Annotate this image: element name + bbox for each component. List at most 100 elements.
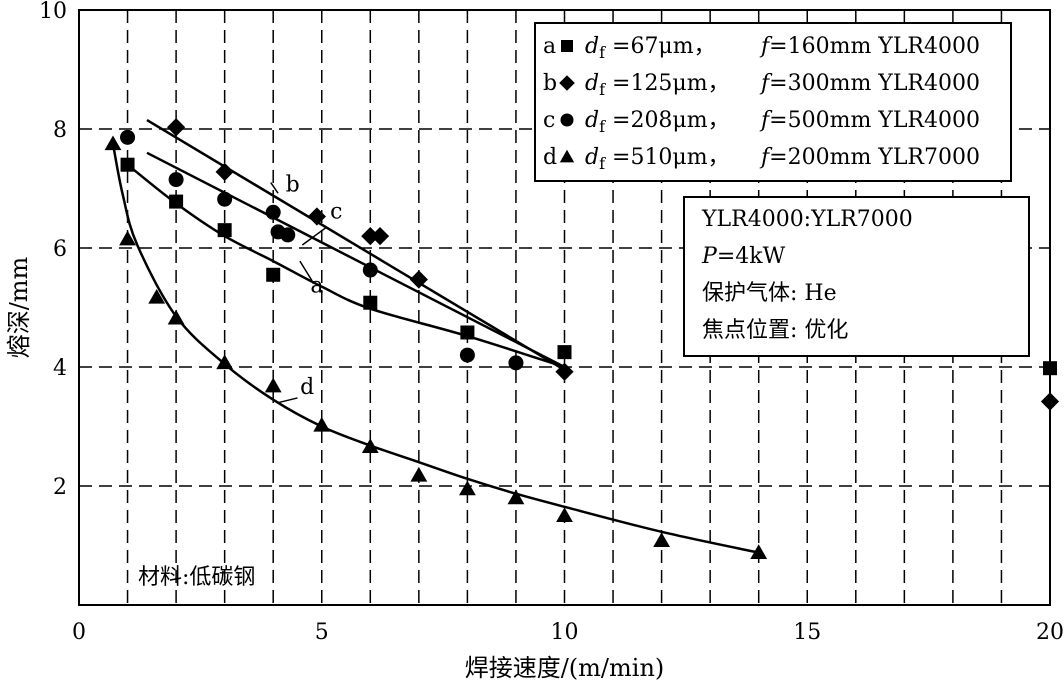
info-shield-gas: 保护气体: He (702, 281, 837, 306)
legend-letter-d: d (543, 145, 557, 170)
curve-label-leader (270, 182, 279, 194)
data-point-d (148, 288, 166, 304)
legend-d-value: =208μm， (605, 108, 730, 133)
legend-f-value: =200mm YLR7000 (769, 145, 980, 170)
legend-d-symbol: d (585, 145, 599, 170)
info-power: P=4kW (701, 244, 786, 269)
legend-d-subscript: f (599, 43, 606, 62)
y-tick-label: 6 (53, 237, 67, 262)
fit-curve-c (146, 151, 566, 369)
data-point-b (215, 162, 234, 181)
data-point-b (307, 207, 326, 226)
x-tick-label: 5 (315, 620, 329, 645)
legend-label-a: df =67μm， f=160mm YLR4000 (585, 34, 980, 62)
y-tick-label: 10 (39, 0, 67, 24)
data-point-a (1043, 361, 1057, 376)
info-box: YLR4000:YLR7000 P=4kW 保护气体: He 焦点位置: 优化 (683, 196, 1030, 357)
legend-marker-c (560, 113, 574, 127)
legend-d-value: =67μm， (605, 34, 716, 59)
legend-label-b: df =125μm， f=300mm YLR4000 (585, 71, 980, 99)
legend-d-subscript: f (599, 80, 606, 99)
data-point-b (167, 118, 186, 137)
curve-label-b: b (286, 172, 300, 197)
fit-curve-d (111, 143, 759, 554)
legend-d-value: =510μm， (605, 145, 730, 170)
data-markers (104, 118, 1060, 559)
data-point-a (120, 157, 135, 172)
info-laser-models: YLR4000:YLR7000 (701, 207, 913, 232)
legend-d-value: =125μm， (605, 71, 730, 96)
curve-label-leader (301, 226, 328, 246)
data-point-c (508, 355, 524, 371)
data-point-d (556, 507, 573, 523)
legend-label-c: df =208μm， f=500mm YLR4000 (585, 108, 980, 136)
legend-f-value: =500mm YLR4000 (769, 108, 980, 133)
data-point-a (266, 267, 281, 282)
info-power-value: =4kW (717, 244, 786, 269)
y-tick-label: 4 (53, 356, 67, 381)
x-tick-label: 0 (72, 620, 86, 645)
data-point-d (167, 309, 185, 325)
legend-d-subscript: f (599, 117, 606, 136)
legend-d-symbol: d (585, 34, 599, 59)
plot-frame (78, 9, 1051, 606)
data-point-b (409, 270, 428, 289)
y-tick-label: 8 (53, 118, 67, 143)
data-point-d (264, 377, 282, 393)
data-point-d (361, 438, 379, 454)
legend-marker-a (561, 40, 573, 52)
curve-label-a: a (310, 274, 323, 299)
x-tick-label: 20 (1036, 620, 1064, 645)
legend-letter-a: a (543, 34, 556, 59)
legend-label-d: df =510μm， f=200mm YLR7000 (585, 145, 980, 173)
data-point-b (370, 227, 390, 246)
x-tick-label: 15 (793, 620, 821, 645)
legend-frame (534, 22, 1012, 182)
data-point-d (104, 135, 122, 151)
curve-label-leader (299, 260, 313, 282)
data-point-c (120, 129, 136, 145)
legend-marker-d (559, 149, 575, 163)
curve-label-d: d (300, 375, 314, 400)
curve-labels: a b c d (270, 172, 342, 404)
x-axis-title: 焊接速度/(m/min) (465, 654, 665, 682)
info-power-symbol: P (701, 244, 718, 269)
data-point-c (168, 172, 184, 188)
data-point-b (1040, 392, 1060, 411)
curve-label-c: c (330, 199, 342, 224)
data-point-d (750, 544, 768, 559)
legend-letter-c: c (543, 108, 555, 133)
data-point-a (557, 345, 572, 360)
y-axis-title: 熔深/mm (5, 256, 33, 358)
info-focus-position: 焦点位置: 优化 (702, 318, 848, 343)
data-point-c (265, 204, 281, 220)
data-point-c (280, 227, 296, 243)
data-point-c (362, 262, 378, 278)
data-point-d (507, 489, 525, 505)
fit-curve-b (146, 119, 566, 372)
legend-d-symbol: d (585, 108, 599, 133)
data-point-d (216, 354, 234, 370)
data-point-d (459, 480, 476, 496)
data-point-b (555, 362, 574, 381)
data-point-b (361, 227, 380, 246)
y-tick-label: 2 (53, 475, 67, 500)
data-point-d (653, 532, 670, 548)
data-point-a (363, 295, 378, 310)
material-annotation: 材料:低碳钢 (138, 565, 255, 590)
data-point-d (410, 466, 428, 482)
legend-f-value: =300mm YLR4000 (769, 71, 980, 96)
legend-d-symbol: d (585, 71, 599, 96)
legend-d-subscript: f (599, 154, 606, 173)
legend-letter-b: b (543, 71, 557, 96)
data-point-c (217, 191, 233, 207)
data-point-a (460, 325, 475, 340)
data-point-d (119, 230, 136, 246)
legend-marker-b (559, 75, 575, 91)
data-point-a (217, 223, 232, 238)
data-point-c (459, 347, 475, 363)
axis-ticks: 0 5 10 15 20 2 4 6 8 10 (39, 0, 1064, 645)
